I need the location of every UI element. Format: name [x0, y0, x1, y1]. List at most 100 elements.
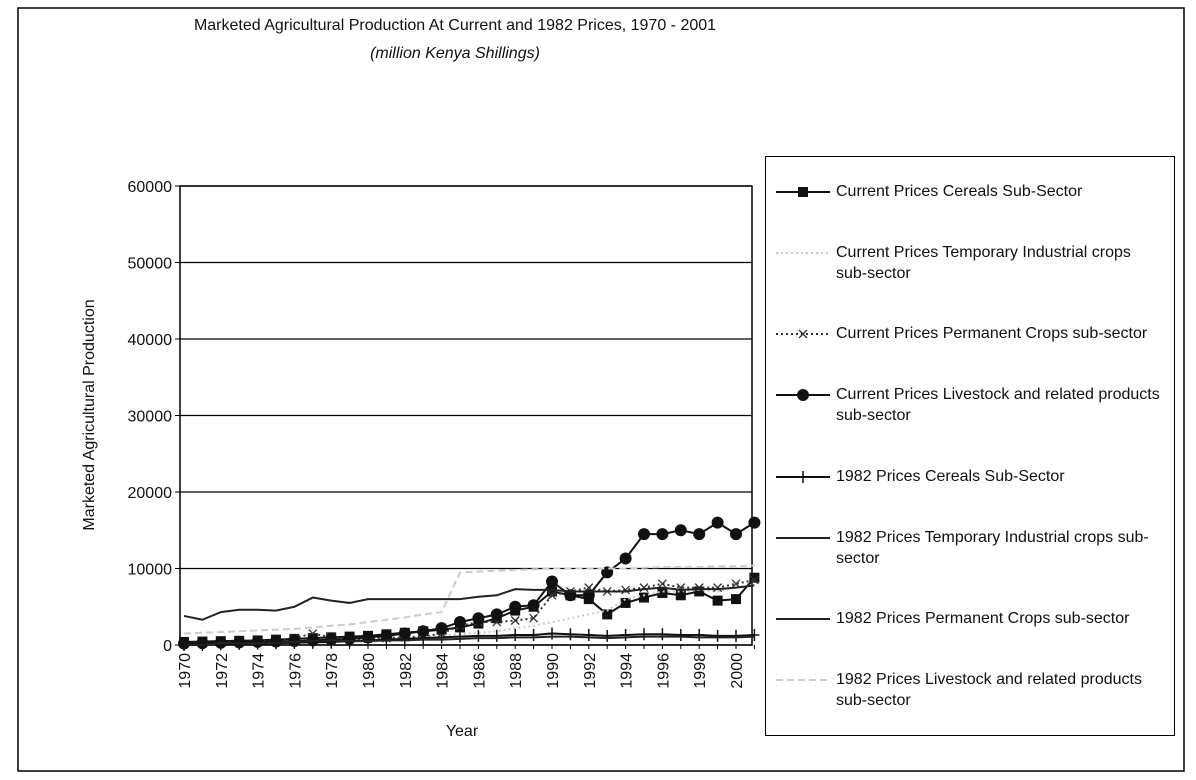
marker	[675, 590, 686, 601]
x-tick-label: 1998	[692, 653, 709, 689]
marker	[602, 629, 613, 642]
chart-title: Marketed Agricultural Production At Curr…	[194, 17, 716, 34]
marker	[307, 636, 318, 649]
marker	[749, 575, 759, 585]
legend-item: Current Prices Cereals Sub-Sector	[766, 181, 1174, 202]
x-tick-label: 1972	[214, 653, 231, 689]
legend-swatch	[776, 679, 830, 682]
marker	[694, 586, 705, 597]
marker	[711, 516, 724, 529]
legend-swatch	[776, 251, 830, 254]
marker	[749, 572, 760, 583]
y-tick-label: 10000	[128, 562, 173, 579]
marker	[797, 389, 809, 402]
x-tick-label: 1986	[471, 653, 488, 689]
x-tick-label: 2000	[729, 653, 746, 689]
marker	[798, 186, 808, 197]
legend-item: Current Prices Permanent Crops sub-secto…	[766, 323, 1174, 344]
marker	[639, 592, 649, 603]
marker	[621, 585, 631, 595]
marker	[583, 629, 594, 642]
marker	[435, 622, 448, 635]
marker	[748, 516, 761, 529]
marker	[619, 552, 632, 565]
marker	[510, 616, 520, 625]
y-tick-label: 40000	[128, 332, 173, 349]
x-tick-label: 1996	[655, 653, 672, 689]
x-tick-label: 1984	[435, 653, 452, 689]
legend-item: 1982 Prices Permanent Crops sub-sector	[766, 608, 1174, 629]
legend-swatch	[776, 618, 830, 621]
x-tick-label: 1970	[177, 653, 194, 689]
marker	[620, 597, 631, 608]
marker	[455, 630, 465, 643]
marker	[712, 629, 723, 642]
series-line	[183, 635, 755, 647]
legend-item: 1982 Prices Livestock and related produc…	[766, 669, 1174, 711]
legend-swatch	[776, 329, 830, 339]
marker	[731, 629, 741, 642]
y-tick-label: 0	[163, 638, 172, 655]
marker	[656, 528, 669, 541]
marker	[509, 600, 522, 613]
legend-swatch	[776, 186, 830, 197]
marker	[326, 635, 337, 648]
marker	[638, 528, 650, 541]
marker	[674, 524, 687, 537]
marker	[399, 632, 410, 645]
marker	[657, 628, 668, 641]
legend-swatch	[776, 536, 830, 539]
legend-item: Current Prices Livestock and related pro…	[766, 384, 1174, 426]
legend-label: 1982 Prices Temporary Industrial crops s…	[836, 528, 1149, 567]
marker	[215, 638, 226, 651]
marker	[546, 575, 558, 588]
legend-label: Current Prices Temporary Industrial crop…	[836, 243, 1131, 282]
x-tick-label: 1982	[398, 653, 415, 689]
x-tick-label: 1994	[619, 653, 636, 689]
marker	[694, 629, 705, 642]
marker	[510, 629, 521, 642]
marker	[528, 629, 539, 642]
x-tick-label: 1988	[508, 653, 525, 689]
x-tick-label: 1976	[287, 653, 304, 689]
marker	[547, 590, 557, 600]
y-tick-label: 20000	[128, 485, 173, 502]
marker	[657, 579, 667, 589]
y-tick-label: 50000	[128, 256, 173, 273]
series-line	[183, 584, 755, 621]
marker	[418, 632, 429, 645]
marker	[565, 628, 576, 641]
legend-label: 1982 Prices Livestock and related produc…	[836, 671, 1142, 710]
marker	[620, 629, 631, 642]
marker	[693, 528, 706, 541]
legend: Current Prices Cereals Sub-Sector Current…	[765, 156, 1175, 736]
series-line	[183, 564, 755, 635]
marker	[491, 629, 502, 642]
marker	[675, 629, 686, 642]
x-axis-label: Year	[446, 723, 479, 740]
marker	[527, 599, 540, 612]
marker	[490, 608, 503, 621]
marker	[731, 594, 741, 605]
marker	[694, 583, 704, 593]
marker	[798, 470, 808, 483]
marker	[454, 616, 466, 629]
legend-item: Current Prices Temporary Industrial crop…	[766, 242, 1174, 284]
marker	[417, 625, 430, 638]
marker	[529, 613, 539, 623]
legend-item: 1982 Prices Cereals Sub-Sector	[766, 466, 1174, 487]
marker	[547, 586, 557, 597]
marker	[730, 528, 742, 541]
legend-item: 1982 Prices Temporary Industrial crops s…	[766, 527, 1174, 569]
marker	[436, 631, 447, 644]
y-axis-label: Marketed Agricultural Production	[81, 299, 98, 530]
legend-label: Current Prices Cereals Sub-Sector	[836, 182, 1083, 200]
marker	[749, 629, 760, 642]
marker	[639, 628, 649, 641]
marker	[712, 595, 723, 606]
x-tick-label: 1974	[251, 653, 268, 689]
x-tick-label: 1990	[545, 653, 562, 689]
marker	[798, 329, 808, 339]
